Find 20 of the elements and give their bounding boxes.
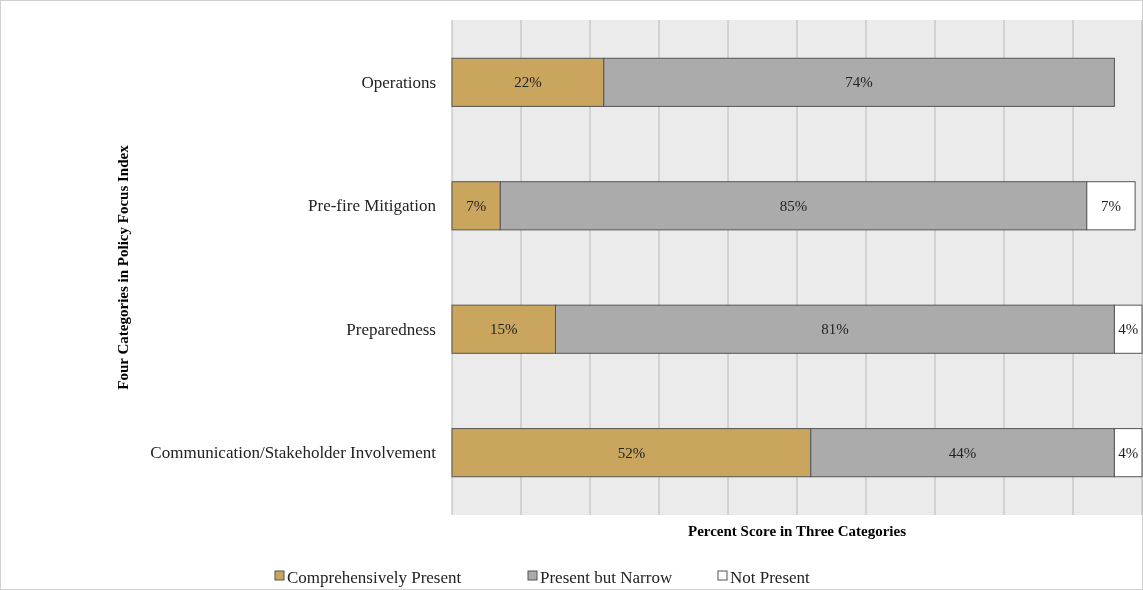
data-label: 44% (948, 444, 977, 461)
data-label: 85% (779, 197, 808, 214)
legend-label: Present but Narrow (540, 567, 673, 587)
y-tick-label: Operations (361, 72, 436, 92)
y-tick-label: Communication/Stakeholder Involvement (150, 443, 437, 463)
y-tick-label: Preparedness (346, 319, 436, 339)
data-label: 15% (490, 321, 518, 338)
data-label: 74% (845, 74, 873, 91)
data-label: 4% (1118, 444, 1139, 461)
data-label: 7% (466, 197, 487, 214)
x-axis-title: Percent Score in Three Categories (688, 523, 907, 539)
data-label: 81% (821, 321, 849, 338)
data-label: 52% (617, 444, 646, 461)
legend-label: Not Present (730, 567, 811, 587)
data-label: 7% (1100, 197, 1121, 214)
legend-label: Comprehensively Present (287, 567, 462, 587)
data-label: 22% (514, 74, 542, 91)
data-label: 4% (1118, 321, 1139, 338)
y-axis-title: Four Categories in Policy Focus Index (115, 144, 131, 390)
y-tick-label: Pre-fire Mitigation (308, 196, 437, 216)
